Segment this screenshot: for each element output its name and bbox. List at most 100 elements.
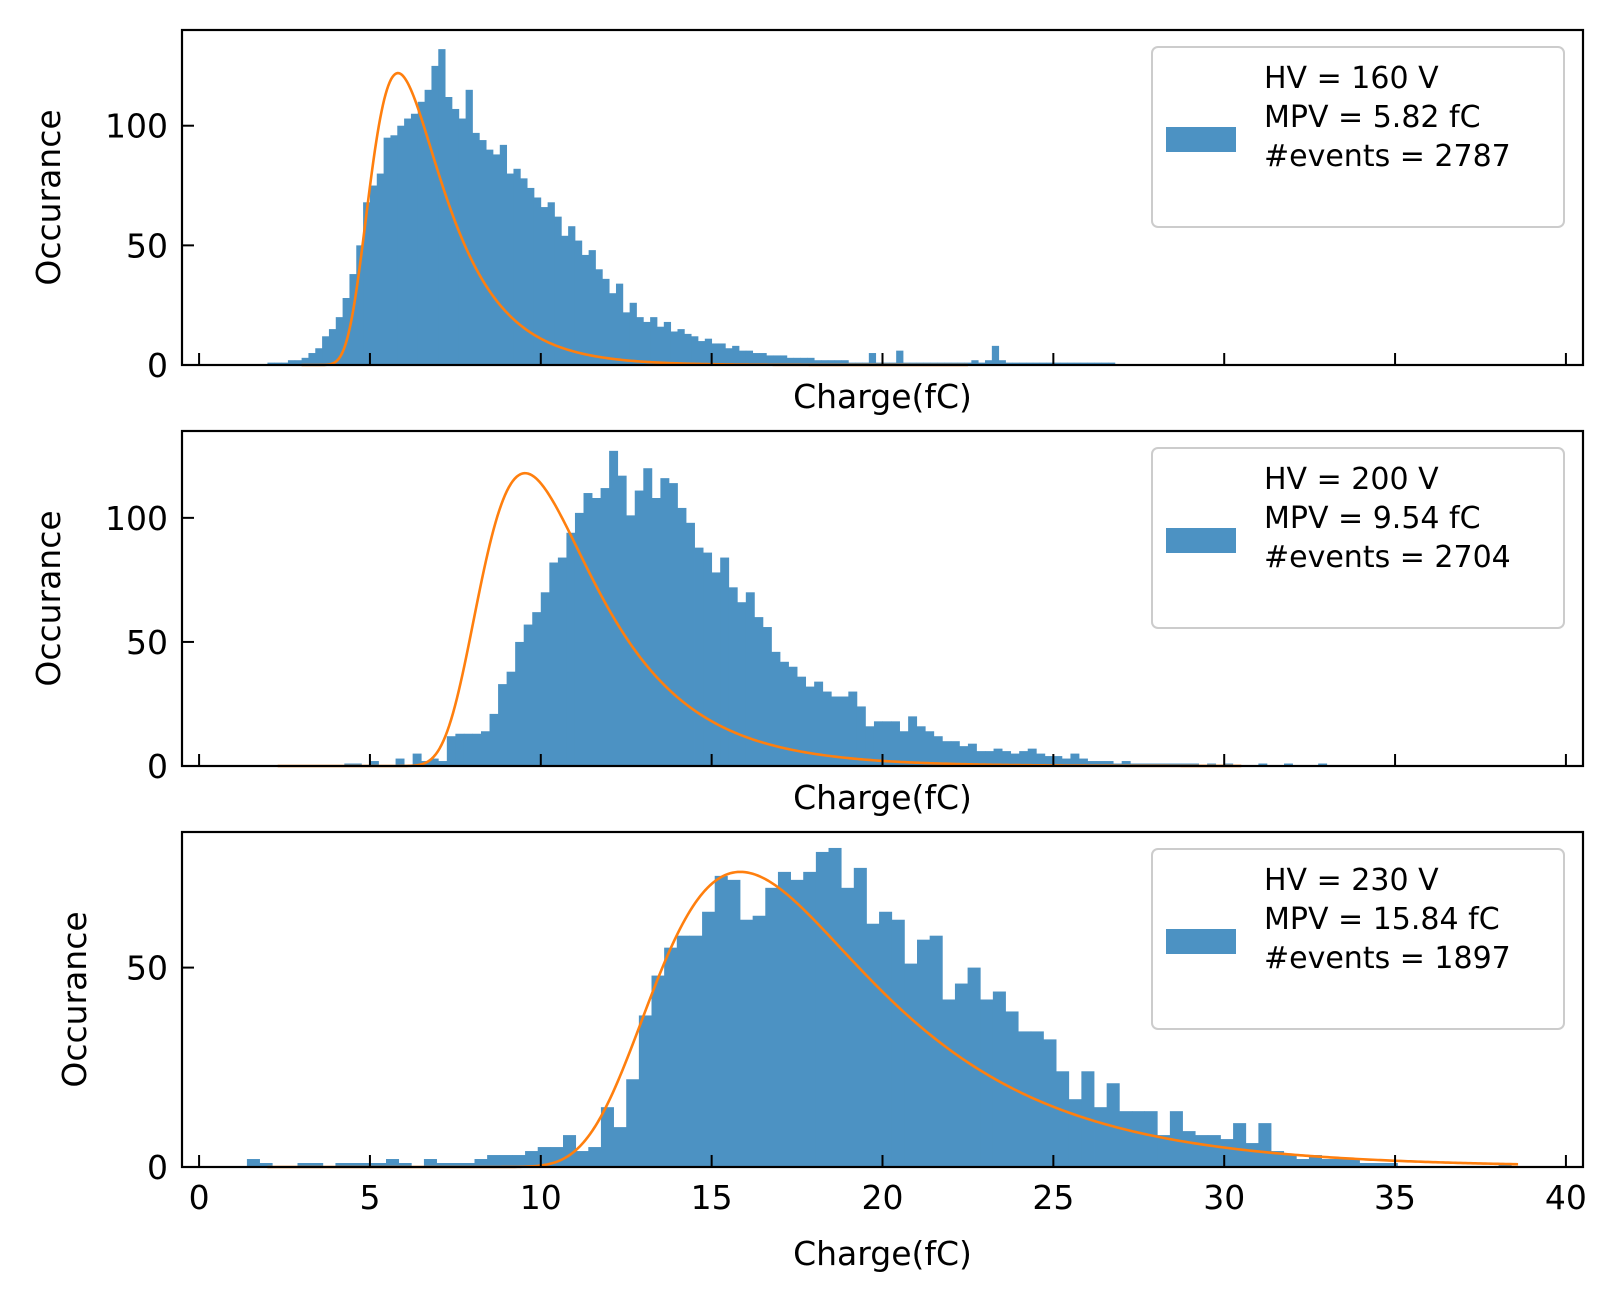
histogram-bar	[622, 312, 631, 365]
histogram-bar	[424, 89, 432, 365]
histogram-bar	[613, 1127, 627, 1167]
x-tick-label: 40	[1545, 1178, 1587, 1217]
histogram-bar	[916, 726, 926, 766]
histogram-bar	[950, 741, 960, 766]
histogram-bar	[803, 871, 817, 1167]
histogram-bar	[429, 758, 439, 766]
histogram-bar	[615, 283, 624, 365]
histogram-bar	[356, 245, 364, 365]
histogram-bar	[980, 999, 994, 1167]
histogram-bar	[557, 557, 567, 766]
histogram-bar	[1157, 1135, 1171, 1167]
histogram-bar	[274, 362, 282, 365]
histogram-bar	[1067, 362, 1075, 365]
histogram-bar	[779, 661, 789, 766]
legend-entry-line: MPV = 9.54 fC	[1264, 501, 1481, 536]
histogram-bar	[879, 911, 893, 1167]
histogram-bar	[1233, 1123, 1247, 1167]
y-tick-label: 0	[147, 346, 168, 385]
histogram-bar	[727, 879, 741, 1167]
histogram-bar	[581, 254, 590, 365]
histogram-bar	[822, 691, 832, 766]
histogram-bar	[929, 935, 943, 1167]
legend-box	[1151, 46, 1565, 228]
histogram-bar	[917, 939, 931, 1167]
histogram-bar	[383, 137, 391, 365]
histogram-bar	[431, 65, 439, 365]
histogram-bar	[967, 743, 977, 766]
histogram-bar	[765, 887, 779, 1167]
histogram-bar	[397, 125, 405, 366]
histogram-bar	[643, 321, 651, 365]
histogram-bar	[436, 1163, 450, 1167]
histogram-bar	[498, 684, 508, 766]
histogram-bar	[942, 741, 952, 766]
histogram-bar	[815, 851, 829, 1167]
histogram-bar	[908, 716, 918, 766]
legend-entry-line: MPV = 15.84 fC	[1264, 902, 1500, 937]
x-tick-label: 10	[520, 1178, 562, 1217]
histogram-bar	[554, 216, 562, 365]
histogram-bar	[841, 887, 855, 1167]
histogram-bar	[1308, 1155, 1322, 1167]
histogram-bar	[376, 173, 384, 365]
histogram-bar	[1207, 1135, 1221, 1167]
histogram-bar	[703, 552, 713, 766]
histogram-bar	[985, 360, 993, 365]
histogram-bar	[592, 498, 601, 766]
histogram-bar	[568, 226, 576, 365]
histogram-bar	[348, 1163, 362, 1167]
histogram-bar	[349, 274, 357, 365]
histogram-bar	[954, 983, 968, 1167]
histogram-bar	[1032, 362, 1041, 365]
histogram-bar	[398, 1163, 412, 1167]
histogram-bar	[771, 651, 781, 766]
histogram-bar	[617, 475, 627, 766]
histogram-bar	[899, 731, 909, 766]
histogram-bars	[344, 450, 1328, 766]
histogram-bar	[489, 713, 499, 766]
chart-panel-3: 0 5 10 15 20 25 30 35 40 0 50 Charge(fC) Occurance HV…	[55, 830, 1587, 1273]
histogram-bar	[566, 532, 576, 766]
histogram-bar	[807, 357, 815, 365]
histogram-bar	[1002, 751, 1012, 766]
legend-swatch	[1166, 929, 1236, 954]
histogram-bar	[689, 935, 703, 1167]
histogram-bar	[629, 302, 637, 365]
histogram-bar	[492, 154, 501, 365]
histogram-bar	[866, 923, 880, 1167]
histogram-bar	[512, 1155, 526, 1167]
histogram-bar	[1078, 758, 1088, 766]
y-tick-label: 0	[147, 747, 168, 786]
chart-panel-1: 0 50 100 Charge(fC) Occurance HV = 160 V MPV =…	[29, 28, 1585, 416]
histogram-bar	[663, 321, 672, 365]
histogram-bar	[779, 355, 788, 365]
histogram-bar	[417, 101, 426, 365]
histogram-bar	[1094, 362, 1102, 365]
histogram-bar	[446, 736, 456, 766]
histogram-bar	[759, 353, 767, 365]
histogram-bar	[828, 847, 842, 1167]
histogram-bar	[976, 751, 986, 766]
histogram-bar	[575, 1151, 589, 1167]
histogram-bar	[472, 733, 482, 766]
histogram-bar	[1070, 753, 1080, 766]
histogram-bar	[626, 1079, 640, 1167]
histogram-bar	[486, 149, 494, 365]
histogram-bar	[786, 357, 795, 365]
histogram-bar	[506, 671, 516, 766]
histogram-bar	[1053, 362, 1061, 365]
histogram-bar	[882, 721, 892, 766]
histogram-bar	[246, 1159, 260, 1167]
y-tick-label: 100	[105, 499, 168, 538]
histogram-bar	[660, 478, 670, 766]
histogram-bar	[1019, 751, 1029, 766]
x-tick-label: 20	[862, 1178, 904, 1217]
histogram-bar	[766, 355, 774, 365]
histogram-bar	[904, 963, 918, 1167]
histogram-bar	[993, 748, 1003, 766]
histogram-bar	[737, 602, 747, 766]
histogram-bar	[820, 360, 829, 365]
histogram-bar	[360, 1163, 374, 1167]
histogram-bar	[638, 1015, 652, 1167]
